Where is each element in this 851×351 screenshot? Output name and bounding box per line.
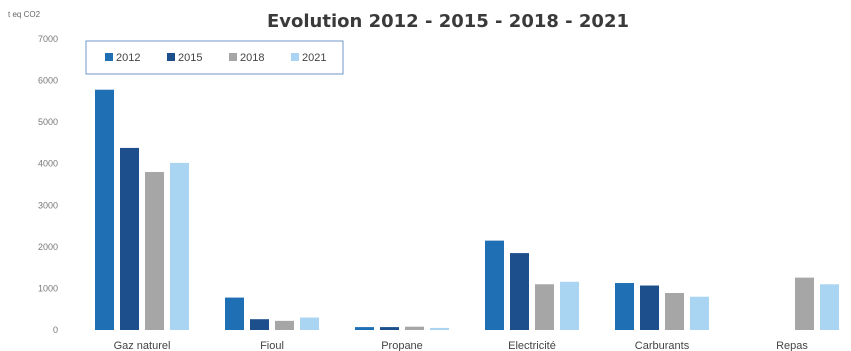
x-tick-label: Fioul [260,340,284,351]
y-tick-label: 3000 [38,200,58,210]
y-axis-ticks: 0 1000 2000 3000 4000 5000 6000 7000 [38,34,58,335]
legend-label-2015: 2015 [178,52,202,64]
x-tick-label: Gaz naturel [114,340,171,351]
bar-2021-repas [820,284,839,330]
bars [95,89,839,331]
legend-label-2012: 2012 [116,52,140,64]
bar-2012-fioul [225,297,244,330]
bar-2012-electricité [485,240,504,330]
legend-swatch-2018 [229,53,237,61]
y-tick-label: 5000 [38,117,58,127]
bar-2021-carburants [690,296,709,330]
legend-frame [85,40,344,75]
y-tick-label: 1000 [38,283,58,293]
bar-2021-fioul [300,317,319,330]
y-tick-label: 6000 [38,76,58,86]
chart-title: Evolution 2012 - 2015 - 2018 - 2021 [267,11,629,32]
legend-swatch-2015 [167,53,175,61]
y-axis-unit-label: t eq CO2 [8,10,41,19]
bar-2012-propane [355,327,374,330]
x-tick-label: Carburants [635,340,690,351]
bar-2018-carburants [665,293,684,330]
bar-2018-propane [405,326,424,330]
x-tick-label: Propane [381,340,423,351]
bar-2015-gaz-naturel [120,147,139,330]
bar-2018-fioul [275,320,294,330]
bar-2021-gaz-naturel [170,162,189,330]
bar-2018-electricité [535,284,554,330]
bar-2015-propane [380,327,399,330]
bar-2012-carburants [615,283,634,330]
x-tick-label: Electricité [508,340,556,351]
bar-2018-gaz-naturel [145,172,164,330]
y-tick-label: 4000 [38,159,58,169]
y-tick-label: 0 [53,325,58,335]
bar-2018-repas [795,277,814,330]
bar-2015-carburants [640,285,659,330]
bar-2015-electricité [510,253,529,330]
legend-swatch-2021 [291,53,299,61]
legend-swatch-2012 [105,53,113,61]
legend-label-2021: 2021 [302,52,326,64]
legend: 2012 2015 2018 2021 [85,40,344,75]
bar-2021-propane [430,327,449,330]
bar-2012-gaz-naturel [95,89,114,331]
x-tick-label: Repas [776,340,808,351]
bar-2021-electricité [560,281,579,330]
y-tick-label: 7000 [38,34,58,44]
x-axis-ticks: Gaz naturel Fioul Propane Electricité Carbur… [114,340,809,351]
bar-2015-fioul [250,319,269,330]
legend-label-2018: 2018 [240,52,264,64]
y-tick-label: 2000 [38,242,58,252]
